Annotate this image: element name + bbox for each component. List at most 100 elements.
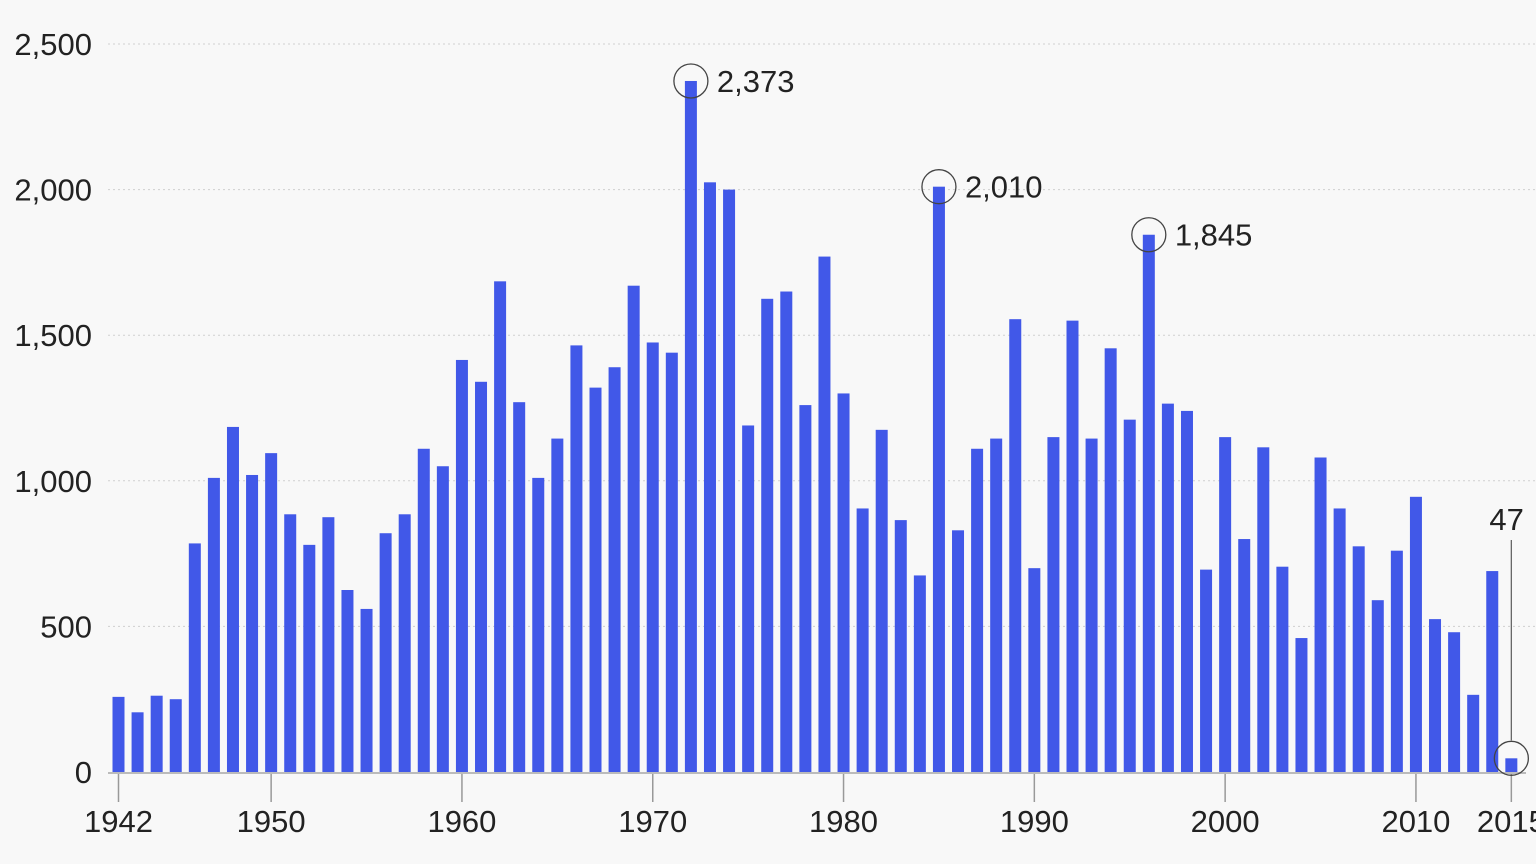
bar <box>131 712 144 772</box>
bar <box>1257 447 1270 772</box>
annotation-label: 2,010 <box>965 170 1043 205</box>
bar <box>1333 508 1346 772</box>
bar <box>1104 348 1117 772</box>
bar <box>990 438 1003 772</box>
bar <box>436 466 449 772</box>
bar <box>150 695 163 772</box>
bar <box>455 359 468 772</box>
bar <box>818 256 831 773</box>
x-tick-label: 1980 <box>809 804 878 839</box>
bar <box>1371 600 1384 772</box>
bar <box>913 575 926 772</box>
x-tick-label: 1942 <box>84 804 153 839</box>
bar <box>475 381 488 772</box>
bar <box>1429 619 1442 772</box>
x-axis-labels: 1942 1950 1960 1970 1980 1990 2000 2010 2015 <box>84 774 1536 839</box>
bar <box>1505 758 1518 772</box>
x-tick-label: 1990 <box>1000 804 1069 839</box>
bar <box>665 352 678 772</box>
y-tick-label: 1,000 <box>14 464 92 499</box>
bar <box>971 448 984 772</box>
bar <box>1066 320 1079 772</box>
bar <box>551 438 564 772</box>
annotation-label: 47 <box>1489 502 1523 537</box>
bar <box>207 477 220 772</box>
bar <box>417 448 430 772</box>
bar <box>169 699 182 772</box>
bar <box>1467 694 1480 772</box>
x-tick-label: 1960 <box>427 804 496 839</box>
bar <box>646 342 659 772</box>
annotation-circle <box>1493 740 1529 776</box>
bar <box>1295 638 1308 772</box>
gridlines <box>108 43 1536 627</box>
bar <box>932 186 945 772</box>
y-tick-label: 2,000 <box>14 173 92 208</box>
x-tick-label: 2015 <box>1477 804 1536 839</box>
bar <box>856 508 869 772</box>
bar <box>742 425 755 772</box>
bar <box>952 530 965 772</box>
bar <box>303 544 316 772</box>
bar <box>1486 571 1499 772</box>
bar <box>379 533 392 772</box>
annotation-label: 1,845 <box>1175 218 1253 253</box>
annotation-label: 2,373 <box>717 64 795 99</box>
x-tick-label: 2000 <box>1191 804 1260 839</box>
bar <box>837 393 850 772</box>
bar <box>780 291 793 772</box>
bar <box>627 285 640 772</box>
bar <box>875 429 888 772</box>
bar <box>265 453 278 772</box>
annotation-circle <box>1131 217 1167 253</box>
x-tick-label: 1950 <box>237 804 306 839</box>
bar <box>188 543 201 772</box>
y-axis-labels: 0 500 1,000 1,500 2,000 2,500 <box>14 27 92 790</box>
bar <box>1161 403 1174 772</box>
bar <box>341 590 354 772</box>
bar <box>246 474 259 772</box>
bar <box>799 405 812 772</box>
bar <box>226 426 239 772</box>
bar <box>894 520 907 772</box>
bar <box>112 696 125 772</box>
annotation-circle <box>673 63 709 99</box>
bar <box>684 80 697 773</box>
y-tick-label: 2,500 <box>14 27 92 62</box>
x-tick-label: 1970 <box>618 804 687 839</box>
bar <box>1352 546 1365 772</box>
bar <box>703 182 716 772</box>
bar <box>1028 568 1041 772</box>
bar <box>360 608 373 772</box>
bars <box>112 80 1518 773</box>
bar <box>1085 438 1098 772</box>
y-tick-label: 500 <box>40 609 92 644</box>
bar <box>1142 234 1155 773</box>
y-tick-label: 1,500 <box>14 318 92 353</box>
bar <box>608 367 621 772</box>
y-tick-label: 0 <box>75 755 92 790</box>
bar <box>1390 550 1403 772</box>
bar <box>1238 539 1251 772</box>
bar <box>322 517 335 772</box>
bar <box>589 387 602 772</box>
bar <box>1314 457 1327 772</box>
bar <box>1219 437 1232 772</box>
x-tick-label: 2010 <box>1381 804 1450 839</box>
bar <box>1276 566 1289 772</box>
bar <box>1180 410 1193 772</box>
bar <box>1200 569 1213 772</box>
bar <box>1123 419 1136 772</box>
annotations: 2,373 2,010 1,845 47 <box>673 63 1529 776</box>
bar <box>532 477 545 772</box>
bar <box>1009 319 1022 772</box>
bar <box>1409 496 1422 772</box>
bar <box>723 189 736 773</box>
bar <box>1047 437 1060 772</box>
bar <box>494 281 507 772</box>
annotation-circle <box>921 169 957 205</box>
bar <box>513 402 526 772</box>
bar <box>398 514 411 772</box>
